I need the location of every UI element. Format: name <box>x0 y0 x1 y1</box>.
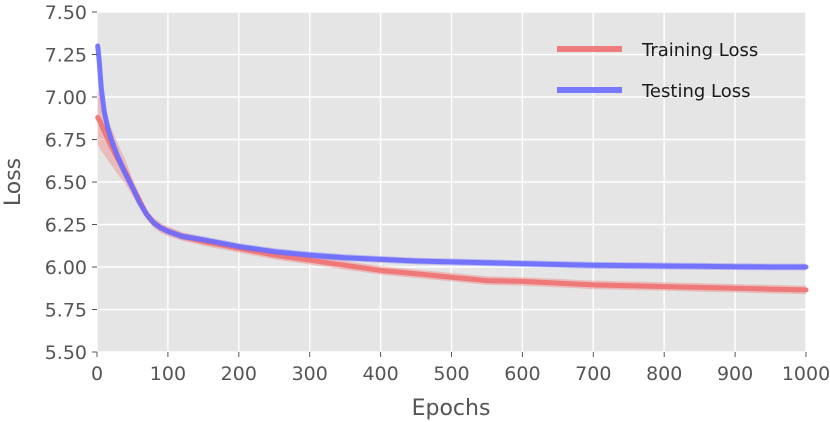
x-tick-label: 600 <box>504 363 540 385</box>
grid-lines <box>96 11 807 353</box>
y-axis-title: Loss <box>1 158 26 206</box>
y-tick-label: 5.50 <box>45 342 87 364</box>
y-tick-label: 6.00 <box>45 257 87 279</box>
x-tick-label: 100 <box>150 363 186 385</box>
y-tick-label: 6.25 <box>45 215 87 237</box>
x-tick-label: 900 <box>717 363 753 385</box>
axis-ticks: 0 100 200 300 400 500 600 700 800 900 1000 5.50 5.75… <box>45 2 830 385</box>
y-tick-label: 7.50 <box>45 2 87 24</box>
legend: Training Loss Testing Loss <box>557 40 758 102</box>
x-tick-label: 500 <box>433 363 469 385</box>
x-tick-label: 0 <box>91 363 103 385</box>
x-tick-label: 200 <box>221 363 257 385</box>
legend-label-0: Training Loss <box>641 40 758 61</box>
x-tick-label: 400 <box>362 363 398 385</box>
y-tick-label: 7.25 <box>45 45 87 67</box>
legend-label-1: Testing Loss <box>641 81 750 102</box>
series-lines <box>95 43 809 293</box>
x-tick-label: 800 <box>646 363 682 385</box>
x-tick-label: 700 <box>575 363 611 385</box>
x-tick-label: 1000 <box>782 363 830 385</box>
y-tick-label: 7.00 <box>45 87 87 109</box>
y-tick-label: 5.75 <box>45 300 87 322</box>
y-tick-label: 6.50 <box>45 172 87 194</box>
y-tick-label: 6.75 <box>45 130 87 152</box>
x-axis-title: Epochs <box>412 396 491 421</box>
x-tick-label: 300 <box>292 363 328 385</box>
series-line-1 <box>95 43 809 270</box>
